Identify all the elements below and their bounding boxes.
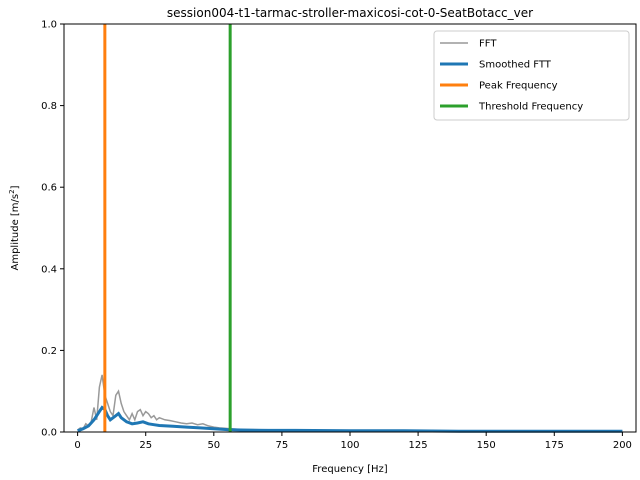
series-smoothed-fft-line [77,405,623,433]
y-axis: 0.0 0.2 0.4 0.6 0.8 1.0 [41,20,64,439]
x-tick-label: 175 [545,440,564,451]
legend-entry-label: Peak Frequency [479,81,558,92]
legend-entry-label: FFT [479,39,497,50]
y-axis-label-end: ] [10,185,21,189]
legend-box [433,30,630,121]
y-axis-label-main: Amplitude [m/s [10,194,21,271]
x-tick-label: 100 [340,440,359,451]
y-tick-label: 0.0 [41,428,57,439]
x-tick-label: 50 [207,440,220,451]
y-tick-label: 0.4 [41,264,57,275]
x-tick-label: 75 [276,440,289,451]
legend-entry-label: Smoothed FTT [479,60,552,71]
chart-title: session004-t1-tarmac-stroller-maxicosi-c… [167,6,533,20]
y-tick-label: 0.6 [41,183,57,194]
y-tick-label: 1.0 [41,20,57,31]
x-tick-label: 200 [613,440,632,451]
y-axis-label: Amplitude [m/s2] [8,185,21,270]
legend-entry-label: Threshold Frequency [478,102,583,113]
x-tick-label: 0 [74,440,80,451]
x-axis: 0 25 50 75 100 125 150 175 200 [74,432,632,451]
x-tick-label: 150 [477,440,496,451]
y-tick-label: 0.8 [41,101,57,112]
x-tick-label: 25 [139,440,152,451]
legend: FFT Smoothed FTT Peak Frequency Threshold F… [433,30,630,121]
x-axis-label: Frequency [Hz] [312,464,388,475]
y-axis-label-superscript: 2 [8,189,16,193]
x-tick-label: 125 [409,440,428,451]
y-tick-label: 0.2 [41,346,57,357]
